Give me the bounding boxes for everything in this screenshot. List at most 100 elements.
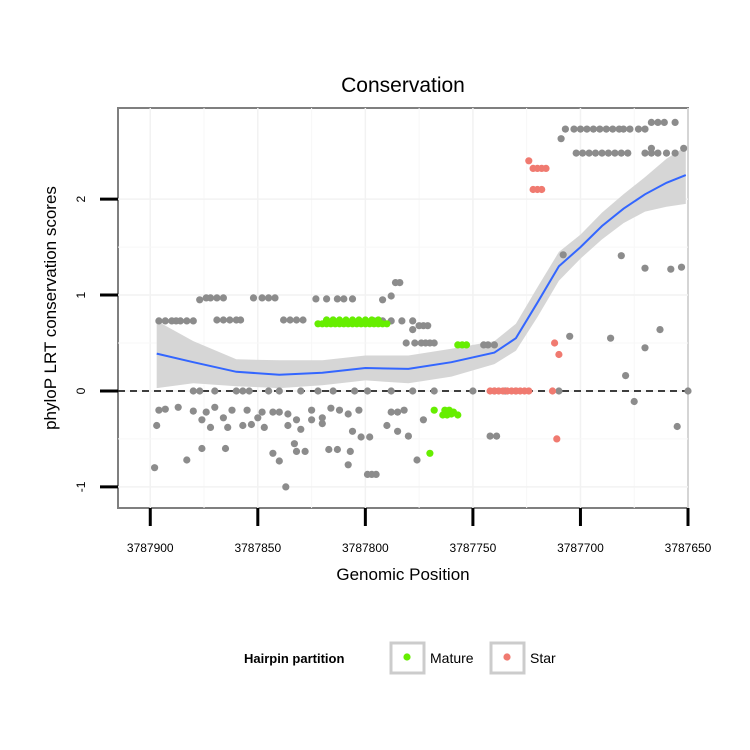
- point-other: [363, 387, 372, 395]
- point-star: [525, 157, 533, 165]
- point-other: [404, 432, 412, 440]
- data-points: [151, 118, 692, 491]
- y-axis-title: phyloP LRT conservation scores: [41, 186, 60, 430]
- x-tick-label: 3787900: [127, 541, 174, 555]
- point-other: [206, 294, 215, 302]
- point-other: [598, 149, 606, 157]
- point-other: [196, 387, 204, 395]
- point-other: [333, 445, 341, 454]
- point-other: [213, 316, 221, 324]
- point-other: [647, 118, 656, 126]
- point-mature: [368, 316, 376, 324]
- point-other: [284, 410, 292, 418]
- point-other: [677, 263, 686, 271]
- point-other: [254, 414, 262, 422]
- point-other: [174, 403, 182, 411]
- point-mature: [342, 316, 350, 324]
- point-other: [469, 387, 477, 395]
- point-other: [619, 125, 628, 133]
- point-other: [346, 447, 354, 455]
- point-other: [357, 433, 365, 441]
- point-other: [611, 149, 619, 157]
- point-other: [486, 432, 494, 440]
- point-other: [673, 422, 681, 431]
- x-tick-label: 3787800: [342, 541, 389, 555]
- point-other: [430, 339, 438, 347]
- point-mature: [323, 316, 331, 324]
- point-other: [559, 251, 567, 259]
- point-other: [183, 317, 191, 325]
- point-other: [297, 425, 305, 433]
- point-other: [656, 326, 664, 334]
- point-other: [624, 149, 632, 157]
- point-other: [604, 149, 613, 157]
- point-mature: [329, 316, 337, 324]
- point-other: [660, 118, 668, 126]
- point-other: [671, 118, 679, 126]
- point-other: [196, 296, 204, 304]
- point-other: [275, 408, 283, 416]
- point-star: [555, 350, 563, 359]
- point-other: [155, 317, 163, 325]
- point-mature: [430, 406, 438, 414]
- point-other: [576, 125, 585, 133]
- point-other: [260, 423, 268, 431]
- point-other: [271, 294, 279, 302]
- point-other: [206, 423, 215, 431]
- point-other: [630, 397, 638, 406]
- point-other: [335, 406, 344, 414]
- point-other: [299, 316, 307, 324]
- point-other: [596, 125, 604, 133]
- point-other: [394, 408, 402, 416]
- point-other: [239, 421, 247, 430]
- point-other: [301, 447, 309, 455]
- point-mature: [383, 320, 391, 328]
- point-other: [684, 387, 692, 395]
- point-other: [379, 296, 387, 304]
- point-other: [219, 294, 227, 302]
- point-other: [387, 408, 395, 416]
- point-other: [402, 339, 410, 347]
- point-other: [224, 423, 232, 431]
- point-other: [325, 445, 333, 454]
- point-mature: [426, 449, 434, 457]
- x-tick-label: 3787650: [665, 541, 712, 555]
- point-other: [297, 387, 305, 395]
- point-other: [400, 406, 408, 414]
- point-other: [493, 432, 501, 440]
- point-other: [323, 295, 331, 303]
- point-other: [176, 317, 184, 325]
- point-mature: [335, 316, 344, 324]
- point-other: [348, 427, 357, 435]
- legend-label-star: Star: [530, 650, 556, 666]
- point-other: [155, 406, 163, 414]
- point-other: [183, 456, 191, 464]
- point-other: [419, 416, 427, 424]
- legend-marker-star: [503, 653, 511, 661]
- point-other: [572, 149, 580, 157]
- point-other: [430, 387, 438, 395]
- point-other: [221, 444, 230, 453]
- point-other: [292, 447, 301, 455]
- point-other: [680, 144, 688, 152]
- point-other: [634, 125, 643, 133]
- point-other: [609, 125, 617, 133]
- point-other: [607, 334, 615, 342]
- point-other: [340, 295, 348, 303]
- point-other: [566, 332, 574, 340]
- y-tick-label: -1: [74, 481, 88, 492]
- point-other: [213, 294, 221, 302]
- point-other: [383, 421, 391, 430]
- x-tick-label: 3787700: [557, 541, 604, 555]
- point-mature: [361, 316, 369, 324]
- point-other: [484, 341, 492, 349]
- x-axis: 3787900 3787850 3787800 3787750 3787700 37876…: [127, 508, 712, 555]
- point-other: [557, 135, 565, 143]
- point-other: [570, 125, 578, 133]
- point-other: [189, 387, 197, 395]
- point-other: [589, 125, 598, 133]
- point-other: [318, 420, 326, 428]
- point-other: [237, 316, 245, 324]
- point-mature: [462, 341, 471, 349]
